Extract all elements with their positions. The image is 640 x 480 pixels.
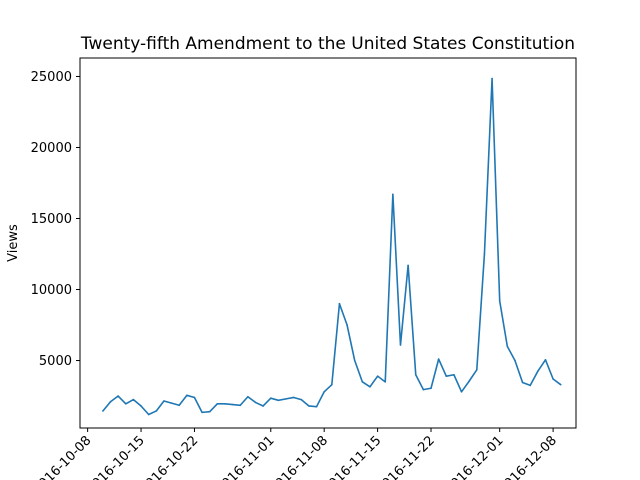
y-axis: 5000 10000 15000 20000 25000: [31, 70, 80, 369]
data-point: [476, 368, 478, 371]
data-point: [369, 386, 371, 388]
data-point: [361, 381, 364, 383]
y-tick-label: 25000: [31, 70, 72, 85]
data-point: [308, 405, 310, 407]
y-tick-label: 20000: [31, 141, 72, 156]
data-point: [201, 411, 203, 414]
data-point: [323, 390, 325, 393]
data-point: [300, 398, 303, 401]
data-point: [102, 410, 104, 412]
data-point: [124, 403, 127, 405]
y-tick-label: 5000: [39, 354, 72, 369]
series-layer: [102, 77, 562, 416]
data-point: [384, 381, 387, 383]
data-point: [498, 300, 501, 302]
data-point: [277, 399, 280, 402]
data-point: [437, 358, 440, 360]
y-tick-label: 10000: [31, 283, 72, 298]
data-point: [224, 403, 226, 405]
plot-frame: [79, 57, 577, 429]
data-point: [140, 405, 142, 407]
data-point: [155, 410, 158, 412]
chart-title: Twenty-fifth Amendment to the United Sta…: [80, 34, 575, 54]
data-point: [178, 404, 180, 407]
data-point: [132, 398, 135, 401]
data-point: [559, 383, 562, 386]
data-point: [193, 396, 196, 399]
data-point: [506, 345, 509, 348]
data-point: [292, 396, 295, 399]
data-point: [514, 359, 516, 362]
data-point: [453, 373, 455, 376]
data-point: [247, 395, 249, 398]
y-tick-label: 15000: [31, 212, 72, 227]
data-point: [147, 413, 150, 416]
data-point: [239, 404, 242, 407]
data-point: [537, 370, 539, 372]
data-point: [483, 253, 486, 255]
data-point: [262, 405, 264, 407]
data-point: [109, 400, 112, 403]
data-point: [231, 403, 234, 406]
data-point: [460, 390, 463, 393]
data-point: [468, 380, 470, 382]
y-axis-label: Views: [6, 224, 21, 262]
data-point: [216, 403, 219, 405]
data-point: [254, 401, 257, 404]
data-point: [346, 324, 348, 326]
data-point: [338, 302, 341, 305]
data-point: [430, 387, 432, 390]
data-point: [186, 394, 188, 397]
data-point: [407, 264, 409, 267]
data-point: [117, 395, 119, 397]
data-point: [170, 402, 173, 404]
data-point: [285, 398, 287, 400]
data-point: [544, 359, 547, 361]
data-point: [422, 388, 425, 391]
data-point: [491, 77, 493, 80]
data-point: [353, 359, 356, 362]
data-point: [445, 375, 448, 377]
data-point: [163, 400, 165, 402]
data-point: [399, 344, 402, 346]
data-point: [529, 384, 532, 387]
data-point: [208, 410, 211, 413]
data-point: [331, 383, 333, 386]
data-point: [552, 378, 554, 380]
data-point: [269, 397, 272, 399]
data-point: [315, 405, 318, 408]
data-point: [392, 193, 394, 196]
data-point: [521, 381, 524, 384]
data-point: [414, 373, 417, 376]
data-point: [376, 375, 379, 377]
